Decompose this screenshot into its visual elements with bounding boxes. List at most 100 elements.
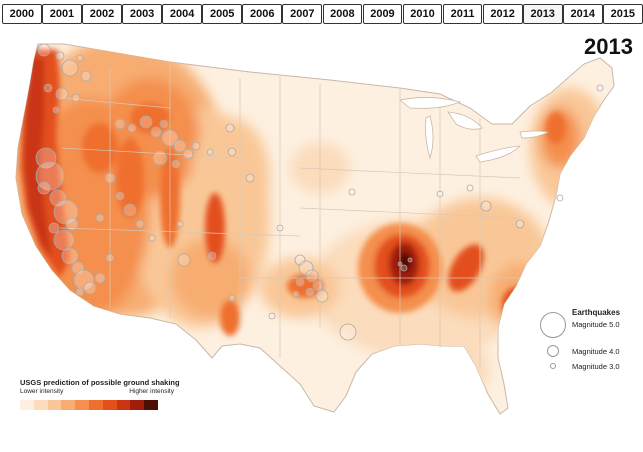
- earthquake-marker: [61, 247, 79, 265]
- earthquake-marker: [596, 84, 604, 92]
- earthquake-marker: [228, 294, 236, 302]
- earthquake-legend: Earthquakes Magnitude 5.0 Magnitude 4.0 …: [536, 300, 641, 380]
- year-selector: 2000 2001 2002 2003 2004 2005 2006 2007 2008 2009…: [0, 4, 643, 24]
- year-button-2013[interactable]: 2013: [522, 4, 563, 24]
- earthquake-marker: [245, 173, 255, 183]
- earthquake-marker: [135, 219, 145, 229]
- magnitude-4-label: Magnitude 4.0: [572, 347, 620, 356]
- year-button-2010[interactable]: 2010: [402, 4, 443, 24]
- earthquake-marker: [206, 148, 214, 156]
- earthquake-marker: [65, 217, 79, 231]
- earthquake-marker: [171, 159, 181, 169]
- year-button-2001[interactable]: 2001: [42, 4, 82, 24]
- year-button-2011[interactable]: 2011: [442, 4, 483, 24]
- earthquake-marker: [176, 220, 184, 228]
- magnitude-5-circle: [540, 312, 566, 338]
- shaking-swatch-4: [61, 400, 76, 410]
- earthquake-marker: [436, 190, 444, 198]
- earthquake-marker: [305, 287, 315, 297]
- earthquake-marker: [159, 119, 169, 129]
- shaking-legend-high-label: Higher intensity: [129, 388, 174, 395]
- shaking-legend-title: USGS prediction of possible ground shaki…: [20, 378, 180, 387]
- shaking-swatch-5: [75, 400, 89, 410]
- earthquake-marker: [115, 191, 125, 201]
- earthquake-marker: [75, 287, 85, 297]
- earthquake-marker: [71, 261, 85, 275]
- shaking-swatch-2: [33, 400, 48, 410]
- earthquake-marker: [104, 172, 116, 184]
- year-button-2005[interactable]: 2005: [202, 4, 243, 24]
- shaking-swatch-6: [88, 400, 103, 410]
- magnitude-4-circle: [547, 345, 559, 357]
- earthquake-marker: [53, 229, 75, 251]
- earthquake-marker: [139, 115, 153, 129]
- earthquake-marker: [177, 253, 191, 267]
- us-hazard-map-svg: [15, 43, 615, 415]
- year-button-2007[interactable]: 2007: [282, 4, 323, 24]
- earthquake-marker: [152, 150, 168, 166]
- shaking-swatch-9: [130, 400, 145, 410]
- earthquake-marker: [52, 106, 60, 114]
- earthquake-marker: [76, 54, 84, 62]
- year-button-2012[interactable]: 2012: [482, 4, 523, 24]
- earthquake-marker: [191, 141, 201, 151]
- earthquake-marker: [292, 290, 300, 298]
- earthquake-marker: [105, 253, 115, 263]
- hazard-map: [0, 28, 643, 452]
- earthquake-marker: [466, 184, 474, 192]
- earthquake-marker: [295, 277, 305, 287]
- earthquake-marker: [83, 281, 97, 295]
- map-year-title: 2013: [584, 34, 633, 59]
- earthquake-marker: [225, 123, 235, 133]
- earthquake-marker: [207, 251, 217, 261]
- earthquake-marker: [556, 194, 564, 202]
- earthquake-marker: [161, 129, 179, 147]
- magnitude-3-circle: [550, 363, 556, 369]
- earthquake-marker: [339, 323, 357, 341]
- earthquake-marker: [276, 224, 284, 232]
- year-button-2008[interactable]: 2008: [322, 4, 363, 24]
- earthquake-marker: [35, 147, 57, 169]
- earthquake-marker: [348, 188, 356, 196]
- earthquake-marker: [37, 43, 51, 57]
- shaking-color-scale: [20, 400, 180, 410]
- earthquake-marker: [312, 280, 324, 292]
- year-button-2000[interactable]: 2000: [2, 4, 42, 24]
- shaking-legend: USGS prediction of possible ground shaki…: [20, 378, 180, 418]
- shaking-swatch-1: [20, 400, 34, 410]
- earthquake-marker: [123, 203, 137, 217]
- earthquake-marker: [397, 261, 403, 267]
- year-button-2009[interactable]: 2009: [362, 4, 403, 24]
- great-lakes: [399, 97, 550, 163]
- earthquake-marker: [227, 147, 237, 157]
- earthquake-marker: [114, 118, 126, 130]
- magnitude-5-label: Magnitude 5.0: [572, 320, 620, 329]
- earthquake-marker: [315, 289, 329, 303]
- shaking-swatch-10: [144, 400, 158, 410]
- earthquake-marker: [480, 200, 492, 212]
- earthquake-marker: [43, 83, 53, 93]
- earthquake-marker: [407, 257, 413, 263]
- year-button-2014[interactable]: 2014: [562, 4, 603, 24]
- earthquake-marker: [127, 123, 137, 133]
- year-button-2004[interactable]: 2004: [162, 4, 203, 24]
- year-button-2003[interactable]: 2003: [122, 4, 162, 24]
- earthquake-marker: [61, 59, 79, 77]
- year-button-2002[interactable]: 2002: [82, 4, 122, 24]
- shaking-swatch-8: [116, 400, 131, 410]
- earthquake-marker: [150, 126, 162, 138]
- earthquake-marker: [48, 222, 60, 234]
- earthquake-marker: [37, 181, 51, 195]
- earthquake-marker: [400, 264, 408, 272]
- year-button-2015[interactable]: 2015: [602, 4, 643, 24]
- earthquake-marker: [173, 139, 187, 153]
- earthquake-marker: [148, 234, 156, 242]
- state-borders: [59, 62, 521, 368]
- earthquake-marker: [95, 213, 105, 223]
- earthquake-markers: [35, 43, 604, 341]
- year-button-2006[interactable]: 2006: [242, 4, 283, 24]
- earthquake-marker: [268, 312, 276, 320]
- shaking-swatch-7: [102, 400, 117, 410]
- earthquake-marker: [55, 87, 69, 101]
- earthquake-legend-title: Earthquakes: [572, 308, 621, 317]
